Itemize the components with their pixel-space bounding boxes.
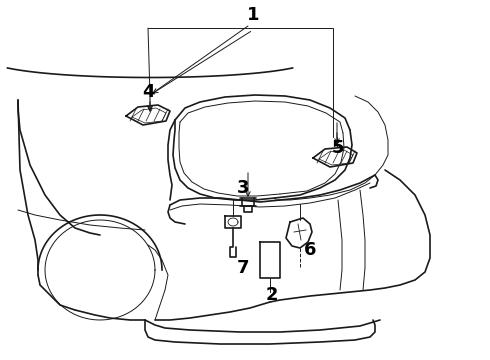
Text: 2: 2 (266, 286, 278, 304)
Text: 7: 7 (237, 259, 249, 277)
Text: 3: 3 (237, 179, 249, 197)
Text: 5: 5 (332, 139, 344, 157)
Text: 4: 4 (142, 83, 154, 101)
Text: 6: 6 (304, 241, 316, 259)
Text: 1: 1 (247, 6, 259, 24)
